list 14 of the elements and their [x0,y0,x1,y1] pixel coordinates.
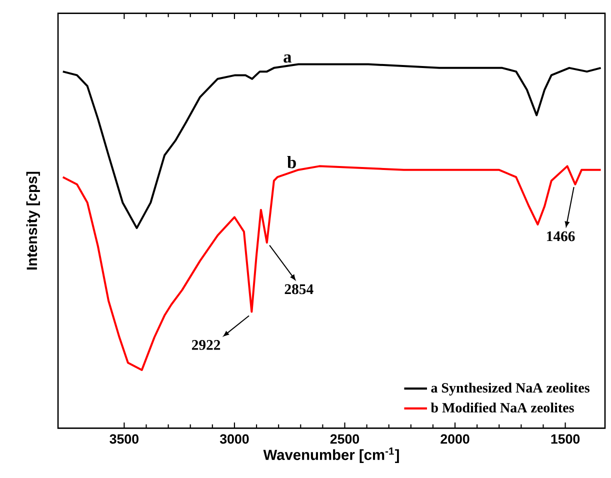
x-tick-label: 1500 [551,434,580,444]
x-tick-label: 2500 [330,434,360,444]
annotation: 1466 [547,231,575,242]
annotation: 2854 [284,284,314,294]
annotation: b [287,156,296,168]
legend-label: a Synthesized NaA zeolites [431,382,590,396]
x-axis-title: Wavenumber [cm$^{-1}$] [263,447,399,463]
annotation: 2922 [192,340,220,350]
legend-label: b Modified NaA zeolites [430,402,574,412]
y-axis-title: Intensity [cps] [26,172,40,270]
x-tick-label: 2000 [440,434,470,444]
x-tick-label: 3000 [220,434,249,444]
x-tick-label: 3500 [110,434,138,444]
annotation: a [284,54,292,63]
